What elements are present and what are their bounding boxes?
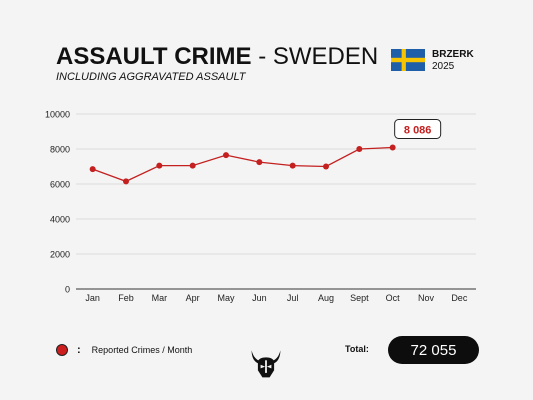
y-tick-label: 6000 [50, 180, 70, 190]
chart-title: ASSAULT CRIME - SWEDEN [56, 43, 378, 71]
title-separator: - [251, 43, 273, 70]
x-tick-label: Jul [287, 293, 299, 303]
x-tick-label: Apr [186, 293, 200, 303]
data-point [89, 166, 96, 173]
brand-year: 2025 [432, 61, 455, 72]
data-point [223, 152, 229, 159]
data-point [323, 163, 329, 170]
data-point [123, 178, 129, 185]
sweden-flag-icon [391, 49, 425, 71]
legend-label: Reported Crimes / Month [91, 345, 193, 355]
brand-name: BRZERK [432, 49, 474, 60]
legend-colon: : [77, 344, 81, 356]
y-tick-label: 0 [65, 285, 70, 295]
brand-block: BRZERK 2025 [432, 49, 474, 73]
callout-label: 8 086 [404, 124, 432, 136]
x-tick-label: Feb [118, 293, 134, 303]
data-point [256, 159, 263, 166]
x-tick-label: May [217, 293, 235, 303]
legend: : Reported Crimes / Month [56, 342, 192, 358]
title-crime: ASSAULT CRIME [56, 43, 252, 70]
viking-helmet-logo-icon [251, 350, 281, 378]
legend-marker [56, 344, 68, 356]
x-tick-label: Jan [85, 293, 100, 303]
series-line [92, 146, 393, 183]
data-point [156, 162, 163, 169]
total-label: Total: [345, 344, 369, 354]
x-tick-label: Oct [386, 293, 401, 303]
data-point [389, 144, 396, 151]
y-tick-label: 2000 [50, 250, 70, 260]
total-value: 72 055 [388, 336, 479, 364]
callout-box [394, 118, 442, 139]
title-country: SWEDEN [272, 43, 379, 70]
y-tick-label: 8000 [50, 145, 70, 155]
x-tick-label: Mar [152, 293, 168, 303]
y-tick-label: 10000 [45, 110, 70, 120]
x-tick-label: Jun [252, 293, 267, 303]
x-tick-label: Dec [451, 293, 468, 303]
y-tick-label: 4000 [50, 215, 70, 225]
chart-subtitle: INCLUDING AGGRAVATED ASSAULT [56, 71, 246, 83]
data-point [289, 162, 296, 169]
data-point [356, 146, 363, 152]
x-tick-label: Nov [418, 293, 435, 303]
x-tick-label: Sept [350, 293, 369, 303]
x-tick-label: Aug [318, 293, 334, 303]
data-point [189, 162, 196, 169]
